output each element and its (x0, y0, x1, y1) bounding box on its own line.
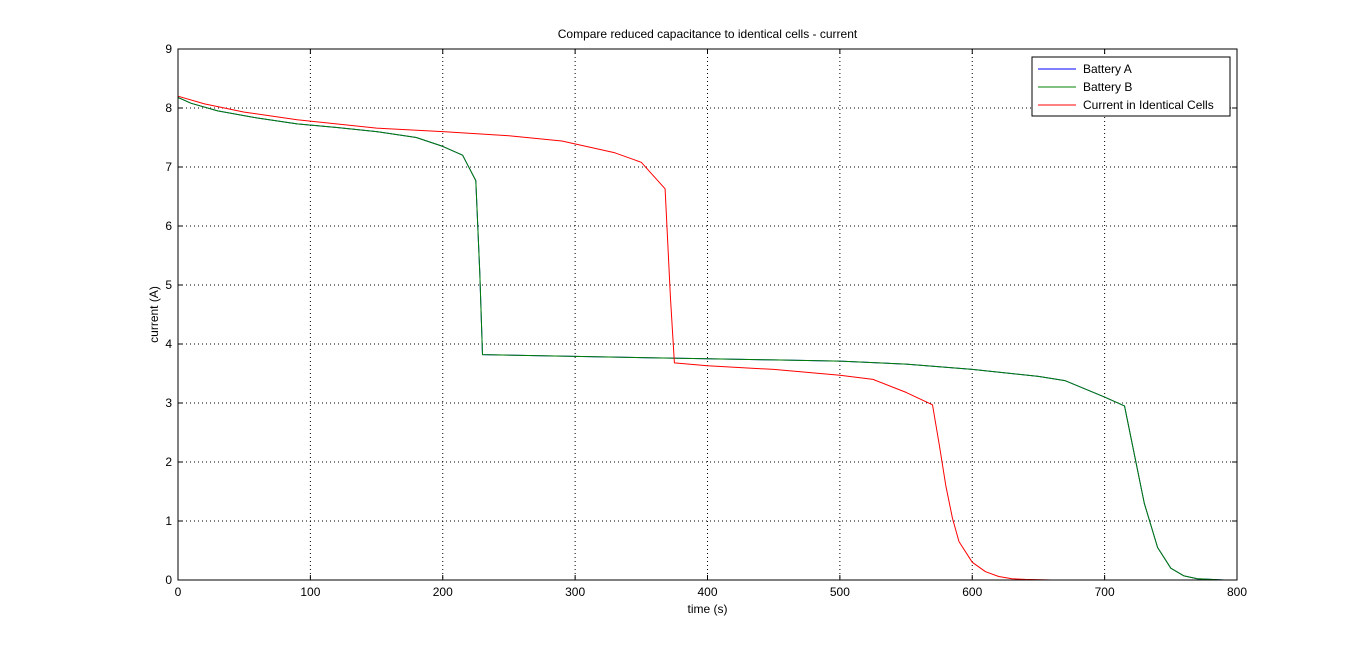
x-tick-label: 400 (697, 585, 717, 599)
plot-area (178, 49, 1237, 580)
y-tick-label: 5 (165, 278, 172, 292)
x-tick-label: 800 (1227, 585, 1247, 599)
y-tick-label: 7 (165, 160, 172, 174)
x-tick-label: 300 (565, 585, 585, 599)
y-tick-label: 0 (165, 573, 172, 587)
y-tick-label: 2 (165, 455, 172, 469)
y-axis-label: current (A) (147, 286, 161, 343)
ticks: 0 100 200 300 400 500 600 700 800 0 1 2 3 4 5 6 7 8 9 (165, 42, 1247, 599)
y-tick-label: 4 (165, 337, 172, 351)
chart-title: Compare reduced capacitance to identical… (558, 27, 858, 41)
x-tick-label: 500 (830, 585, 850, 599)
y-tick-label: 8 (165, 101, 172, 115)
x-tick-label: 700 (1095, 585, 1115, 599)
series-line-battery-b (177, 96, 1237, 581)
grid (178, 49, 1237, 580)
legend-label: Battery A (1083, 62, 1132, 76)
x-tick-label: 200 (433, 585, 453, 599)
x-tick-label: 0 (175, 585, 182, 599)
y-tick-label: 1 (165, 514, 172, 528)
y-tick-label: 6 (165, 219, 172, 233)
legend: Battery A Battery B Current in Identical C… (1031, 56, 1231, 117)
x-tick-label: 600 (962, 585, 982, 599)
series-lines (177, 95, 1237, 581)
x-tick-label: 100 (300, 585, 320, 599)
series-line-current-in-identical-cells (177, 95, 1237, 581)
legend-label: Current in Identical Cells (1083, 98, 1214, 112)
legend-label: Battery B (1083, 80, 1132, 94)
y-tick-label: 3 (165, 396, 172, 410)
x-axis-label: time (s) (688, 602, 728, 616)
y-tick-label: 9 (165, 42, 172, 56)
